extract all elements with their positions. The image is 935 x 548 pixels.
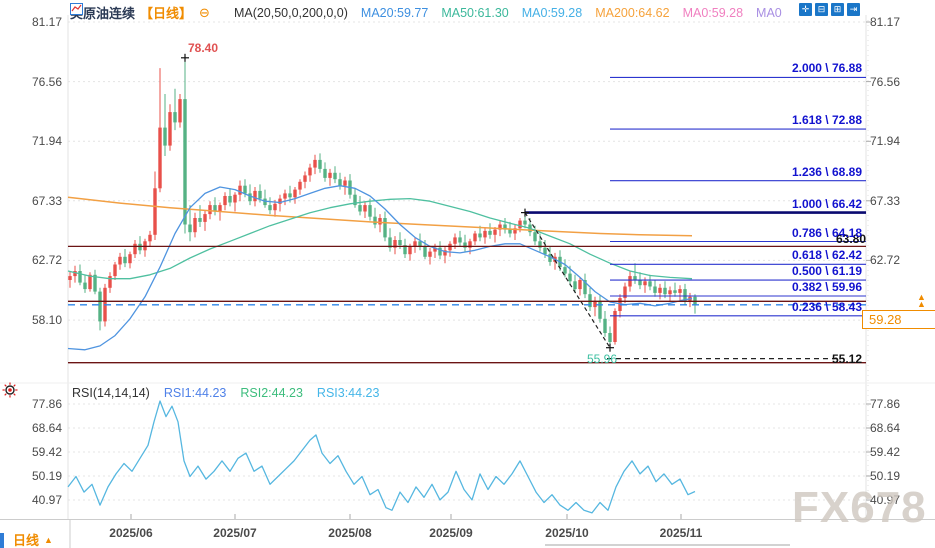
collapse-indicator-icon[interactable]: ⊖ [199,4,210,20]
ma-value-label: MA200:64.62 [595,5,670,20]
low-support-label: 55.12 [832,351,863,366]
rsi-axis-label-right: 40.97 [870,493,901,507]
price-axis-label-right: 67.33 [870,193,901,208]
rsi-value-label: RSI2:44.23 [240,386,303,400]
current-price-badge: 59.28 [862,310,935,329]
ma-settings-label: MA(20,50,0,200,0,0) [233,5,348,20]
rsi-value-label: RSI1:44.23 [163,386,227,400]
time-axis-label: 2025/06 [109,526,153,540]
pan-icon[interactable]: ✛ [799,3,812,16]
fib-level-label: 1.618 \ 72.88 [791,113,862,128]
price-axis-label-right: 76.56 [870,74,901,89]
price-axis-label-left: 62.72 [31,253,62,268]
price-axis-label-left: 71.94 [31,134,62,149]
rsi-axis-label-right: 50.19 [870,469,901,483]
price-axis-label-left: 58.10 [31,313,62,328]
indicator-settings-icon[interactable] [2,382,18,398]
main-legend: 美原油连续 【日线】 ⊖ MA(20,50,0,200,0,0) MA20:59… [70,3,782,22]
timeframe-label: 日线 [13,533,40,548]
watermark: FX678 [792,483,927,532]
rsi-value-label: RSI3:44.23 [316,386,380,400]
low-price-label: 55.96 [587,352,618,366]
collapse-panel-icon[interactable]: ⇥ [847,3,860,16]
rsi-axis-label-left: 59.42 [31,445,62,459]
fib-level-label: 0.500 \ 61.19 [791,264,862,279]
rsi-values: RSI1:44.23 RSI2:44.23 RSI3:44.23 [164,386,394,400]
ma-values: MA20:59.77 MA50:61.30 MA0:59.28 MA200:64.62… [348,6,782,20]
price-axis-label-left: 76.56 [31,74,62,89]
time-axis-label: 2025/08 [328,526,372,540]
price-scale-icon[interactable]: ⊟ [815,3,828,16]
rsi-axis-label-right: 68.64 [870,421,901,435]
rsi-axis-label-right: 59.42 [870,445,901,459]
rsi-settings-label: RSI(14,14,14) [72,386,150,400]
ma-value-label: MA50:61.30 [441,5,509,20]
symbol-title: 美原油连续 [70,6,136,21]
time-axis-label: 2025/07 [213,526,257,540]
ma-chart-icon [70,3,230,19]
price-axis-label-right: 81.17 [870,15,901,29]
scrollbar-thumb[interactable] [545,544,790,546]
fib-level-label: 0.618 \ 62.42 [791,248,862,263]
fib-level-label: 1.000 \ 66.42 [791,196,862,211]
price-axis-label-right: 71.94 [870,134,901,149]
timeframe-arrow-icon: ▲ [44,534,53,545]
rsi-axis-label-left: 50.19 [31,469,62,483]
support-price-label: 63.80 [835,232,866,247]
rsi-axis-label-left: 68.64 [31,421,62,435]
rsi-axis-label-left: 40.97 [31,493,62,507]
period-tag: 【日线】 [140,6,193,21]
price-axis-label-left: 81.17 [31,15,62,29]
time-scale-icon[interactable]: ⊞ [831,3,844,16]
timeframe-selector[interactable]: 日线 ▲ [13,530,53,548]
rsi-legend: RSI(14,14,14) RSI1:44.23 RSI2:44.23 RSI3:4… [72,386,407,400]
price-axis-label-left: 67.33 [31,193,62,208]
fib-level-label: 2.000 \ 76.88 [791,61,862,76]
time-axis-label: 2025/11 [659,526,703,540]
fib-level-label: 0.236 \ 58.43 [791,299,862,314]
time-axis-label: 2025/10 [545,526,589,540]
bottom-corner-bar [0,533,4,548]
rsi-axis-label-left: 77.86 [31,397,62,411]
price-up-arrow-icon: ▲ ▲ [917,292,926,309]
time-axis-label: 2025/09 [429,526,473,540]
price-axis-label-right: 62.72 [870,253,901,268]
fib-level-label: 0.382 \ 59.96 [791,280,862,294]
rsi-axis-label-right: 77.86 [870,397,901,411]
chart-toolbar: ✛ ⊟ ⊞ ⇥ [799,3,860,16]
high-price-label: 78.40 [188,41,219,55]
ma-value-label: MA0:59.28 [682,5,744,20]
ma-value-label: MA0:59.28 [521,5,583,20]
fib-level-label: 0.786 \ 64.18 [791,225,862,240]
ma-value-label: MA20:59.77 [360,5,429,20]
ma-value-label: MA0 [756,5,782,20]
fib-level-label: 1.236 \ 68.89 [791,164,862,179]
